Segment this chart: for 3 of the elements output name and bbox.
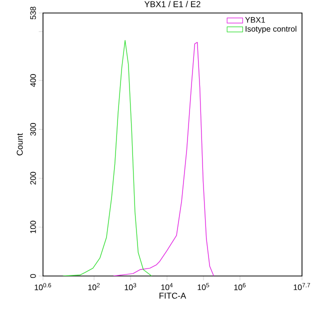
y-axis-title: Count	[16, 133, 23, 156]
x-axis-title: FITC-A	[160, 292, 186, 299]
chart-title: YBX1 / E1 / E2	[144, 0, 200, 8]
